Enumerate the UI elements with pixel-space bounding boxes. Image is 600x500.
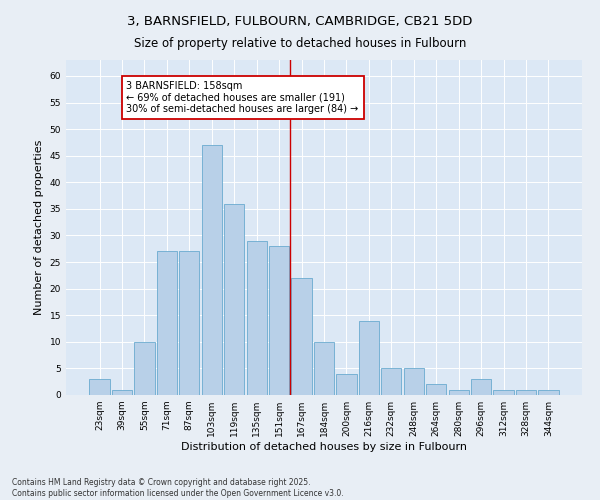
Bar [359,320,379,395]
Bar [247,241,267,395]
Bar [538,390,559,395]
Bar [337,374,356,395]
Bar [404,368,424,395]
Text: 3, BARNSFIELD, FULBOURN, CAMBRIDGE, CB21 5DD: 3, BARNSFIELD, FULBOURN, CAMBRIDGE, CB21… [127,15,473,28]
Bar [381,368,401,395]
Bar [157,252,177,395]
Bar [471,379,491,395]
X-axis label: Distribution of detached houses by size in Fulbourn: Distribution of detached houses by size … [181,442,467,452]
Bar [426,384,446,395]
Bar [89,379,110,395]
Bar [112,390,132,395]
Bar [449,390,469,395]
Bar [292,278,311,395]
Text: Size of property relative to detached houses in Fulbourn: Size of property relative to detached ho… [134,38,466,51]
Text: Contains HM Land Registry data © Crown copyright and database right 2025.
Contai: Contains HM Land Registry data © Crown c… [12,478,344,498]
Bar [224,204,244,395]
Y-axis label: Number of detached properties: Number of detached properties [34,140,44,315]
Bar [202,145,222,395]
Bar [179,252,199,395]
Bar [314,342,334,395]
Bar [134,342,155,395]
Text: 3 BARNSFIELD: 158sqm
← 69% of detached houses are smaller (191)
30% of semi-deta: 3 BARNSFIELD: 158sqm ← 69% of detached h… [127,82,359,114]
Bar [516,390,536,395]
Bar [493,390,514,395]
Bar [269,246,289,395]
